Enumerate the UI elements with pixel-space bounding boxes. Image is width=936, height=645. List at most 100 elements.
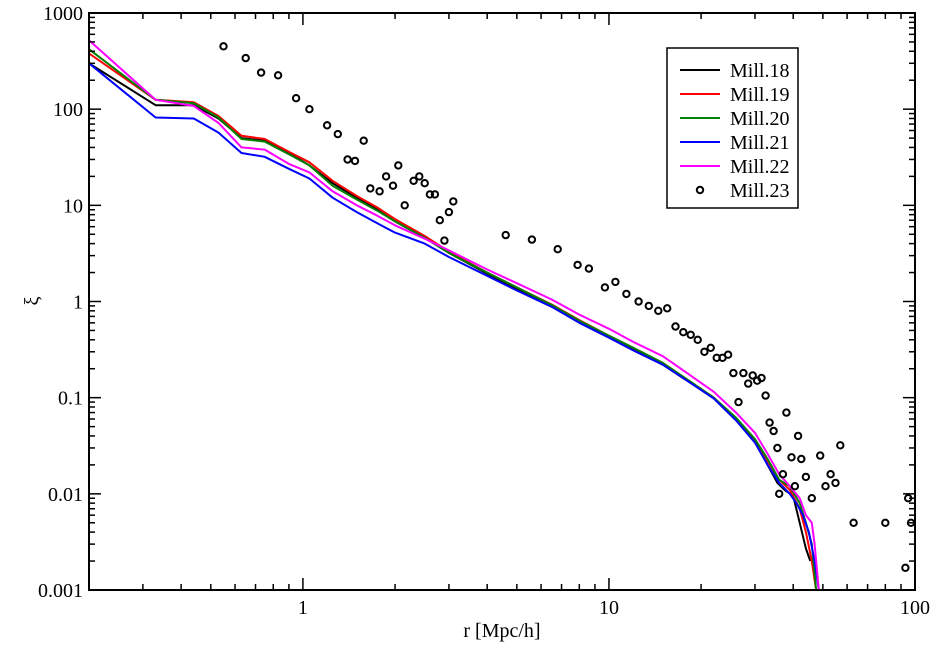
legend-box [666, 47, 799, 209]
data-point [654, 306, 663, 315]
legend-item: Mill.20 [680, 108, 789, 130]
data-point [415, 172, 424, 181]
y-axis-title: ξ [21, 296, 43, 305]
data-point [375, 187, 384, 196]
data-point [381, 172, 391, 181]
data-point [723, 350, 733, 359]
data-point [425, 190, 435, 199]
marker-layer [219, 42, 915, 572]
data-point [359, 136, 368, 145]
y-tick-label: 0.1 [58, 388, 83, 410]
data-point [793, 431, 803, 441]
data-point [322, 121, 332, 130]
data-point [644, 301, 653, 311]
data-point [831, 478, 840, 488]
legend-item: Mill.22 [680, 156, 789, 178]
data-point [444, 207, 454, 217]
legend-label: Mill.21 [730, 132, 789, 154]
legend-swatch [695, 185, 705, 195]
data-point [305, 105, 314, 114]
data-point [219, 42, 228, 51]
data-point [527, 235, 537, 244]
data-point [744, 379, 753, 388]
data-point [291, 94, 301, 103]
data-point [748, 371, 757, 380]
data-point [787, 453, 796, 462]
data-point [773, 443, 782, 453]
data-point [366, 184, 375, 193]
ticks-layer [88, 12, 916, 591]
data-point [663, 304, 672, 313]
data-point [881, 518, 890, 527]
data-point [388, 181, 398, 190]
data-point [778, 470, 788, 479]
legend-label: Mill.20 [730, 108, 789, 130]
data-point [501, 230, 510, 240]
series-line-mill-22 [89, 39, 820, 590]
data-point [350, 156, 360, 166]
data-point [420, 179, 429, 188]
data-point [686, 330, 695, 339]
series-layer [89, 39, 820, 590]
legend-items: Mill.18Mill.19Mill.20Mill.21Mill.22Mill.… [680, 60, 789, 202]
legend-item: Mill.21 [680, 132, 789, 154]
data-point [801, 472, 811, 482]
data-point [797, 454, 806, 464]
series-line-mill-21 [89, 62, 820, 590]
data-point [807, 494, 816, 503]
data-point [816, 451, 825, 460]
data-point [671, 322, 680, 331]
data-point [826, 470, 835, 479]
data-point [241, 53, 250, 63]
y-tick-label: 0.01 [48, 484, 83, 506]
x-tick-label: 100 [900, 597, 930, 619]
data-point [634, 297, 643, 306]
legend-label: Mill.19 [730, 84, 789, 106]
data-point [553, 245, 562, 254]
data-point [343, 155, 352, 164]
data-point [440, 236, 449, 245]
data-point [782, 408, 791, 417]
data-point [430, 190, 440, 199]
legend-label: Mill.22 [730, 156, 789, 178]
tick-labels-layer: 1 10 100 0.001 0.01 0.1 1 10 100 1000 [38, 3, 930, 619]
data-point [706, 343, 715, 352]
data-point [679, 328, 688, 337]
data-point [256, 68, 266, 77]
y-tick-label: 100 [53, 99, 83, 121]
legend-item: Mill.18 [680, 60, 789, 82]
data-point [700, 347, 709, 356]
legend: Mill.18Mill.19Mill.20Mill.21Mill.22Mill.… [666, 47, 799, 209]
data-point [901, 563, 910, 572]
data-point [435, 216, 444, 225]
data-point [333, 129, 342, 139]
data-point [790, 482, 800, 491]
y-tick-label: 10 [63, 195, 83, 217]
data-point [821, 482, 830, 491]
data-point [693, 335, 702, 344]
series-line-mill-20 [89, 48, 818, 590]
y-tick-label: 1000 [43, 3, 83, 25]
data-point [769, 426, 778, 436]
data-point [849, 518, 858, 527]
data-point [600, 283, 610, 292]
legend-label: Mill.18 [730, 60, 789, 82]
legend-item: Mill.19 [680, 84, 789, 106]
x-tick-label: 1 [298, 597, 308, 619]
data-point [400, 201, 409, 210]
data-point [757, 373, 766, 383]
data-point [729, 368, 738, 378]
y-tick-label: 0.001 [38, 580, 83, 602]
data-point [584, 264, 594, 273]
data-point [836, 441, 845, 450]
legend-label: Mill.23 [730, 180, 789, 202]
data-point [573, 260, 582, 270]
data-point [394, 161, 403, 170]
data-point [765, 418, 774, 427]
x-tick-label: 10 [599, 597, 619, 619]
data-point [611, 277, 620, 287]
data-point [761, 391, 770, 400]
data-point [449, 197, 458, 206]
data-point [775, 489, 784, 498]
